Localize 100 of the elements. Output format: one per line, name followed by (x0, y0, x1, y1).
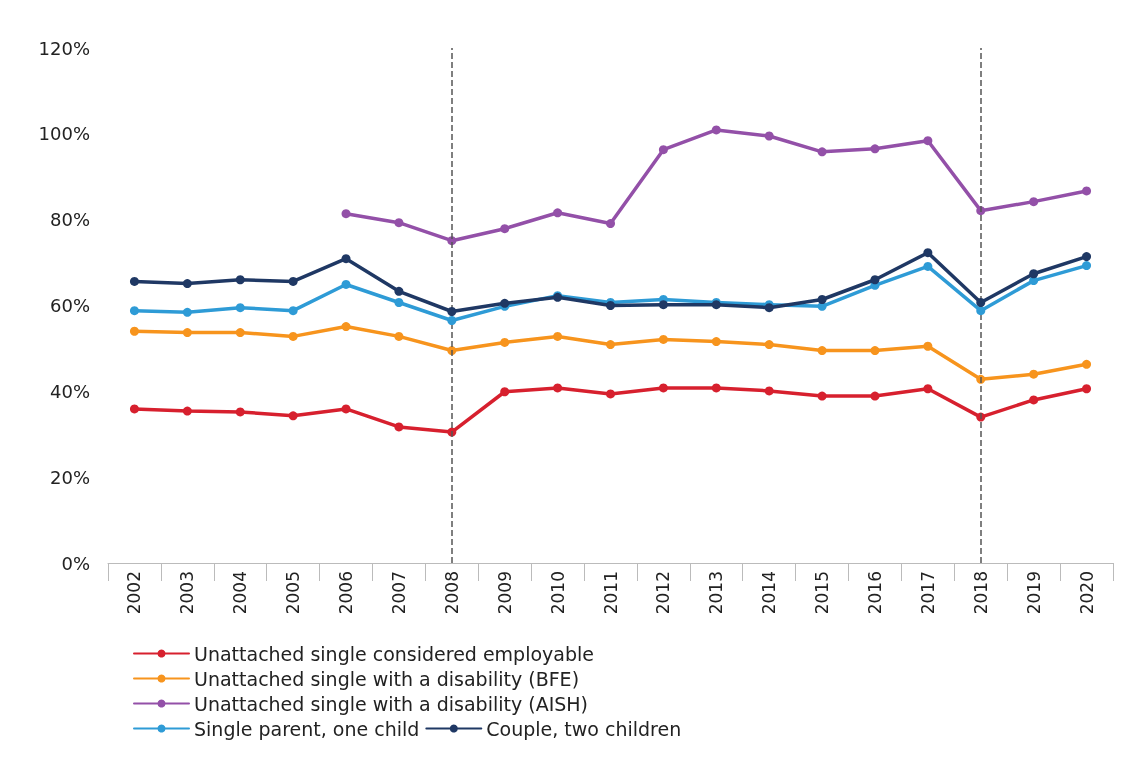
point (553, 331, 563, 341)
point (500, 387, 510, 397)
x-tick-label: 2019 (1023, 571, 1044, 615)
point (288, 276, 298, 286)
y-tick-label: 20% (49, 466, 90, 488)
x-tick-label: 2015 (812, 571, 833, 615)
point (870, 275, 880, 285)
point (923, 384, 933, 394)
point (341, 209, 351, 219)
point (235, 407, 245, 417)
y-tick-label: 80% (49, 209, 90, 231)
point (1029, 369, 1039, 379)
x-tick-label: 2017 (917, 571, 938, 615)
point (1082, 261, 1092, 271)
x-tick-label: 2014 (759, 571, 780, 615)
point (1082, 252, 1092, 262)
point (394, 331, 404, 341)
point (129, 306, 139, 316)
point (870, 346, 880, 356)
point (129, 276, 139, 286)
point (711, 337, 721, 347)
point (764, 386, 774, 396)
point (817, 391, 827, 401)
point (394, 298, 404, 307)
point (1029, 197, 1039, 207)
legend-label: Unattached single with a disability (BFE) (194, 667, 580, 690)
legend-label: Single parent, one child (194, 717, 420, 740)
x-tick-label: 2005 (283, 571, 304, 615)
point (1082, 186, 1092, 196)
point (817, 147, 827, 157)
point (870, 144, 880, 154)
point (1082, 359, 1092, 369)
point (1029, 269, 1039, 279)
point (341, 279, 351, 289)
y-tick-label: 120% (38, 37, 90, 59)
x-tick-label: 2018 (970, 571, 991, 615)
x-tick-label: 2009 (494, 571, 515, 615)
point (447, 307, 457, 317)
x-tick-label: 2012 (653, 571, 674, 615)
point (394, 218, 404, 228)
point (976, 298, 986, 307)
point (235, 328, 245, 338)
legend-label: Couple, two children (486, 717, 682, 740)
point (341, 404, 351, 414)
point (870, 391, 880, 401)
point (606, 389, 615, 399)
point (288, 411, 298, 421)
x-tick-label: 2011 (600, 571, 621, 615)
x-tick-label: 2013 (706, 571, 727, 615)
x-tick-label: 2007 (388, 571, 409, 615)
point (923, 261, 933, 271)
point (394, 286, 404, 296)
y-tick-label: 40% (49, 380, 90, 402)
point (182, 328, 192, 338)
point (553, 208, 563, 218)
point (711, 125, 721, 135)
x-tick-label: 2016 (864, 571, 885, 615)
legend-label: Unattached single considered employable (194, 642, 595, 665)
point (182, 279, 192, 289)
point (235, 303, 245, 313)
point (711, 383, 721, 393)
point (394, 422, 404, 432)
point (129, 404, 139, 414)
point (658, 383, 668, 393)
point (288, 331, 298, 341)
point (976, 306, 986, 316)
x-tick-label: 2004 (230, 571, 251, 615)
x-tick-label: 2008 (441, 571, 462, 615)
point (923, 248, 933, 258)
point (500, 224, 510, 234)
point (288, 306, 298, 316)
point (129, 326, 139, 336)
point (764, 131, 774, 141)
point (606, 219, 615, 229)
point (235, 275, 245, 285)
point (658, 334, 668, 344)
point (182, 307, 192, 317)
point (817, 346, 827, 356)
point (817, 294, 827, 304)
x-tick-label: 2020 (1076, 571, 1097, 615)
y-tick-label: 60% (49, 295, 90, 316)
point (658, 300, 668, 310)
point (658, 145, 668, 155)
x-tick-label: 2002 (124, 571, 145, 615)
x-tick-label: 2003 (177, 571, 198, 615)
point (1029, 395, 1039, 405)
point (182, 406, 192, 416)
legend-label: Unattached single with a disability (AISH) (194, 692, 589, 715)
y-tick-label: 0% (61, 552, 90, 574)
point (923, 341, 933, 351)
x-tick-label: 2010 (547, 571, 568, 615)
y-tick-label: 100% (38, 123, 90, 145)
point (341, 254, 351, 264)
point (1082, 384, 1092, 394)
point (553, 383, 563, 393)
x-tick-label: 2006 (336, 571, 357, 615)
point (341, 322, 351, 332)
point (500, 337, 510, 347)
point (447, 316, 457, 326)
point (923, 136, 933, 146)
